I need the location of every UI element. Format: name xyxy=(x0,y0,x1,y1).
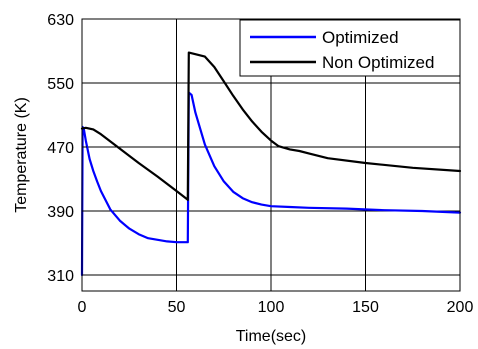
y-tick-label: 310 xyxy=(47,268,74,285)
x-tick-label: 0 xyxy=(78,299,87,316)
series-line-non-optimized xyxy=(80,51,462,201)
y-tick-label: 630 xyxy=(47,12,74,29)
legend-label-optimized: Optimized xyxy=(322,28,399,47)
x-axis-label: Time(sec) xyxy=(236,328,307,345)
y-tick-label: 390 xyxy=(47,204,74,221)
x-tick-label: 150 xyxy=(352,299,379,316)
legend-label-non-optimized: Non Optimized xyxy=(322,53,434,72)
legend-box xyxy=(239,19,461,77)
x-tick-label: 200 xyxy=(447,299,474,316)
legend: Optimized Non Optimized xyxy=(239,19,461,77)
y-tick-label: 550 xyxy=(47,76,74,93)
x-tick-label: 100 xyxy=(258,299,285,316)
data-series xyxy=(80,51,462,277)
y-tick-label: 470 xyxy=(47,140,74,157)
x-tick-label: 50 xyxy=(168,299,186,316)
axis-ticks: 0 50 100 150 200 310 390 470 550 630 xyxy=(47,12,473,316)
y-axis-label: Temperature (K) xyxy=(13,97,30,213)
